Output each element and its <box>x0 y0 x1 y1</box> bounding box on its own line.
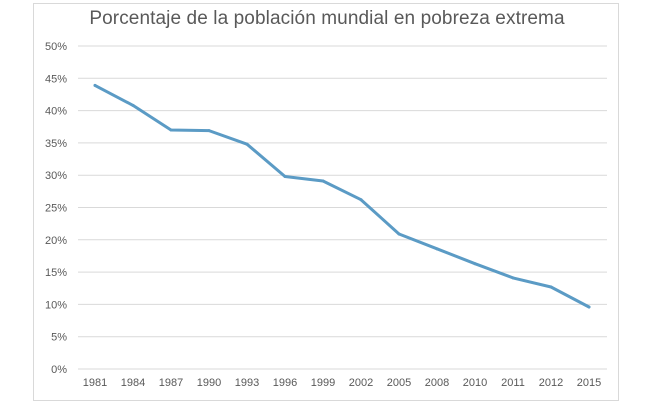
x-tick-label-2008: 2008 <box>425 377 449 389</box>
data-point-1999 <box>321 179 325 183</box>
data-point-2011 <box>511 276 515 280</box>
x-tick-label-2010: 2010 <box>463 377 487 389</box>
y-tick-label: 50% <box>45 41 67 53</box>
data-point-1981 <box>93 83 97 87</box>
x-tick-label-2005: 2005 <box>387 377 411 389</box>
data-point-1987 <box>169 128 173 132</box>
data-point-1996 <box>283 174 287 178</box>
data-point-2002 <box>359 198 363 202</box>
y-tick-label: 25% <box>45 203 67 215</box>
data-point-2008 <box>435 247 439 251</box>
data-point-2010 <box>473 262 477 266</box>
y-tick-label: 0% <box>51 364 67 376</box>
data-point-1993 <box>245 142 249 146</box>
data-point-2005 <box>397 232 401 236</box>
gridlines <box>78 45 607 370</box>
data-point-2012 <box>549 285 553 289</box>
x-tick-label-1981: 1981 <box>83 377 107 389</box>
y-tick-label: 20% <box>45 235 67 247</box>
y-tick-label: 30% <box>45 170 67 182</box>
chart-frame <box>33 3 619 401</box>
x-tick-label-2015: 2015 <box>577 377 601 389</box>
x-tick-label-1987: 1987 <box>159 377 183 389</box>
x-tick-label-1996: 1996 <box>273 377 297 389</box>
x-tick-label-1990: 1990 <box>197 377 221 389</box>
y-tick-label: 35% <box>45 138 67 150</box>
y-tick-label: 10% <box>45 299 67 311</box>
x-axis-tick-labels: 1981 1984 1987 1990 1993 1996 1999 2002 2005 2008… <box>83 377 601 389</box>
x-tick-label-2002: 2002 <box>349 377 373 389</box>
series-group <box>93 83 591 309</box>
x-tick-label-1984: 1984 <box>121 377 145 389</box>
y-axis-tick-labels: 0% 5% 10% 15% 20% 25% 30% 35% 40% 45% 50% <box>45 41 67 376</box>
y-tick-label: 15% <box>45 267 67 279</box>
data-point-1984 <box>131 103 135 107</box>
y-tick-label: 5% <box>51 332 67 344</box>
y-tick-label: 40% <box>45 106 67 118</box>
data-point-2015 <box>587 305 591 309</box>
x-tick-label-2011: 2011 <box>501 377 525 389</box>
series-line-0 <box>93 83 591 309</box>
y-tick-label: 45% <box>45 73 67 85</box>
x-tick-label-2012: 2012 <box>539 377 563 389</box>
chart-title: Porcentaje de la población mundial en po… <box>89 8 565 29</box>
x-tick-label-1993: 1993 <box>235 377 259 389</box>
data-point-1990 <box>207 129 211 133</box>
x-tick-label-1999: 1999 <box>311 377 335 389</box>
